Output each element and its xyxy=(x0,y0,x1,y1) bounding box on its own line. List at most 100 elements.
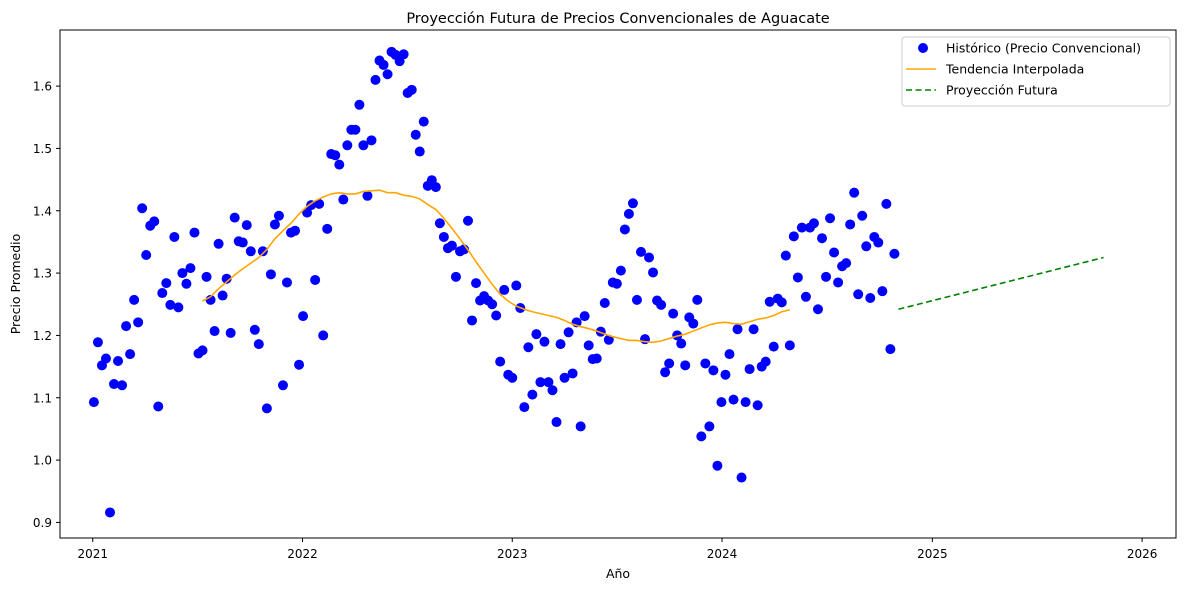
historic-point xyxy=(764,296,775,307)
historic-point xyxy=(177,268,188,279)
historic-point xyxy=(873,237,884,248)
historic-point xyxy=(776,297,787,308)
historic-point xyxy=(185,263,196,274)
historic-point xyxy=(644,252,655,263)
historic-point xyxy=(708,365,719,376)
historic-point xyxy=(249,324,260,335)
historic-point xyxy=(877,286,888,297)
historic-point xyxy=(704,421,715,432)
historic-point xyxy=(821,271,832,282)
historic-point xyxy=(378,59,389,70)
historic-point xyxy=(157,288,168,299)
y-tick-label: 1.6 xyxy=(33,80,52,94)
plot-frame xyxy=(59,29,1177,539)
plot-area: 2021 2022 2023 2024 2025 2026 0.9 1.0 1.1 1.2 1.3 1… xyxy=(33,29,1177,561)
historic-point xyxy=(760,356,771,367)
historic-point xyxy=(716,397,727,408)
historic-point xyxy=(133,317,144,328)
historic-point xyxy=(720,369,731,380)
historic-point xyxy=(635,246,646,257)
historic-point xyxy=(302,207,313,218)
historic-point xyxy=(153,401,164,412)
historic-point xyxy=(109,379,120,390)
historic-point xyxy=(434,218,445,229)
historic-point xyxy=(294,359,305,370)
historic-point xyxy=(113,355,124,366)
historic-point xyxy=(265,269,276,280)
historic-point xyxy=(656,299,667,310)
historic-point xyxy=(189,227,200,238)
historic-point xyxy=(362,190,373,201)
historic-point xyxy=(261,403,272,414)
historic-point xyxy=(366,135,377,146)
historic-point xyxy=(217,290,228,301)
historic-point xyxy=(92,337,103,348)
historic-point xyxy=(298,311,309,322)
historic-point xyxy=(748,324,759,335)
historic-point xyxy=(676,338,687,349)
historic-point xyxy=(290,225,301,236)
historic-point xyxy=(88,397,99,408)
historic-point xyxy=(740,397,751,408)
historic-point xyxy=(245,246,256,257)
historic-point xyxy=(531,329,542,340)
historic-point xyxy=(812,304,823,315)
historic-point xyxy=(450,271,461,282)
historic-point xyxy=(527,389,538,400)
historic-point xyxy=(237,237,248,248)
historic-point xyxy=(631,294,642,305)
historic-point xyxy=(117,380,128,391)
historic-point xyxy=(752,400,763,411)
historic-point xyxy=(241,220,252,231)
historic-point xyxy=(519,402,530,413)
legend-label: Tendencia Interpolada xyxy=(945,62,1084,77)
historic-point xyxy=(833,277,844,288)
historic-point xyxy=(523,342,534,353)
historic-point xyxy=(487,299,498,310)
historic-point xyxy=(853,289,864,300)
historic-point xyxy=(865,293,876,304)
historic-point xyxy=(829,247,840,258)
historic-point xyxy=(784,340,795,351)
historic-point xyxy=(253,339,264,350)
historic-point xyxy=(418,116,429,127)
historic-point xyxy=(129,294,140,305)
historic-point xyxy=(808,218,819,229)
historic-point xyxy=(277,380,288,391)
historic-point xyxy=(201,271,212,282)
historic-point xyxy=(430,182,441,193)
historic-point xyxy=(507,372,518,383)
x-axis-label: Año xyxy=(606,566,630,581)
historic-point xyxy=(889,248,900,259)
historic-point xyxy=(181,278,192,289)
historic-point xyxy=(788,231,799,242)
historic-point xyxy=(780,250,791,261)
historic-point xyxy=(555,339,566,350)
historic-point xyxy=(800,291,811,302)
x-tick-label: 2022 xyxy=(287,547,318,561)
historic-point xyxy=(398,49,409,60)
legend-label: Histórico (Precio Convencional) xyxy=(946,41,1141,56)
historic-point xyxy=(330,150,341,161)
historic-point xyxy=(680,360,691,371)
historic-point xyxy=(471,278,482,289)
historic-point xyxy=(841,258,852,269)
y-tick-label: 0.9 xyxy=(33,516,52,530)
historic-point xyxy=(495,356,506,367)
historic-point xyxy=(229,212,240,223)
historic-point xyxy=(668,308,679,319)
historic-point xyxy=(197,345,208,356)
historic-point xyxy=(861,241,872,252)
y-tick-label: 1.1 xyxy=(33,391,52,405)
historic-point xyxy=(149,216,160,227)
historic-point xyxy=(551,417,562,428)
historic-point xyxy=(849,187,860,198)
historic-point xyxy=(467,315,478,326)
historic-point xyxy=(318,330,329,341)
legend-label: Proyección Futura xyxy=(946,83,1058,98)
historic-point xyxy=(446,240,457,251)
y-tick-label: 1.5 xyxy=(33,142,52,156)
x-tick-label: 2025 xyxy=(917,547,948,561)
historic-point xyxy=(583,340,594,351)
